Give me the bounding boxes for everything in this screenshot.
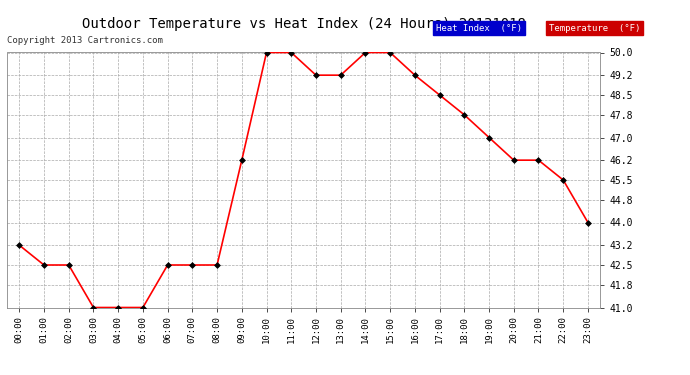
- Text: Copyright 2013 Cartronics.com: Copyright 2013 Cartronics.com: [7, 36, 163, 45]
- Text: Heat Index  (°F): Heat Index (°F): [436, 24, 522, 33]
- Text: Outdoor Temperature vs Heat Index (24 Hours) 20131018: Outdoor Temperature vs Heat Index (24 Ho…: [81, 17, 526, 31]
- Text: Temperature  (°F): Temperature (°F): [549, 24, 640, 33]
